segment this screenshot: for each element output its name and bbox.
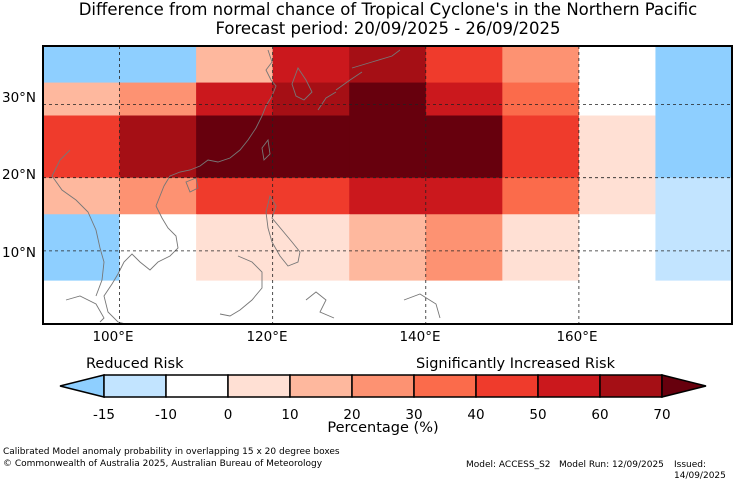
footer-issued: Issued: 14/09/2025 [674,460,726,481]
heatmap-cell [43,177,121,215]
lat-label-30n: 30°N [2,90,37,106]
lon-label-140e: 140°E [399,329,441,345]
heatmap-cell [655,82,733,116]
heatmap-cell [578,115,656,179]
increased-risk-label: Significantly Increased Risk [416,356,615,372]
heatmap-cell [349,214,427,281]
colorbar-bin [227,374,291,398]
heatmap-cell [502,177,580,215]
coastline-west [51,149,105,297]
hainan [185,177,199,193]
colorbar-bin [289,374,353,398]
colorbar [59,374,707,398]
heatmap-cell [272,46,350,84]
heatmap-cell [349,82,427,116]
lon-label-160e: 160°E [556,329,598,345]
heatmap-cell [502,115,580,179]
heatmap-cell [196,214,274,281]
colorbar-bin [537,374,601,398]
heatmap-cell [502,82,580,116]
lat-label-10n: 10°N [2,245,37,261]
new-guinea [403,293,441,319]
lon-label-120e: 120°E [246,329,288,345]
lon-label-100e: 100°E [92,329,134,345]
footer-model-run: Model Run: 12/09/2025 [559,460,664,470]
footer-copyright: © Commonwealth of Australia 2025, Austra… [3,459,323,469]
coastline-indochina [103,205,179,325]
heatmap-cell [655,46,733,84]
heatmap-cell [43,214,121,281]
heatmap-cell [272,177,350,215]
heatmap-map [42,45,733,325]
heatmap-cell [655,214,733,281]
heatmap-cell [578,177,656,215]
heatmap-cell [272,82,350,116]
heatmap-cell [272,214,350,281]
map-title: Difference from normal chance of Tropica… [78,0,698,19]
footer-description: Calibrated Model anomaly probability in … [3,447,340,457]
heatmap-cell [502,46,580,84]
japan [317,49,401,111]
colorbar-unit-label: Percentage (%) [327,420,439,436]
colorbar-tick: -10 [154,407,178,423]
heatmap-cell [425,177,503,215]
colorbar-bin [475,374,539,398]
colorbar-tick: 20 [343,407,361,423]
colorbar-bin [351,374,415,398]
forecast-period: Forecast period: 20/09/2025 - 26/09/2025 [215,19,561,38]
heatmap-cell [43,82,121,116]
heatmap-cell [578,46,656,84]
heatmap-cell [119,177,197,215]
colorbar-tick: 60 [591,407,609,423]
philippines [265,194,301,267]
borneo [219,255,263,317]
heatmap-cell [425,214,503,281]
heatmap-cell [578,214,656,281]
heatmap-cell [655,177,733,215]
heatmap-cell [43,46,121,84]
colorbar-tick: 0 [223,407,233,423]
colorbar-bin [413,374,477,398]
heatmap-cell [272,115,350,179]
coastline-sumatra [65,295,105,323]
heatmap-cell [119,214,197,281]
heatmap-cell [425,46,503,84]
colorbar-tick: -15 [92,407,116,423]
heatmap-cell [119,46,197,84]
footer-model: Model: ACCESS_S2 [466,460,551,470]
colorbar-extend-low [59,374,105,398]
heatmap-cell [578,82,656,116]
heatmap-cell [425,82,503,116]
heatmap-cell [349,177,427,215]
map-frame [42,45,733,325]
heatmap-cell [349,115,427,179]
korea [291,67,313,101]
heatmap-cell [196,115,274,179]
heatmap-cell [119,115,197,179]
colorbar-tick: 10 [281,407,299,423]
heatmap-cell [425,115,503,179]
taiwan [261,138,271,161]
colorbar-bin [165,374,229,398]
colorbar-tick: 30 [405,407,423,423]
colorbar-extend-high [661,374,707,398]
reduced-risk-label: Reduced Risk [86,356,184,372]
lat-label-20n: 20°N [2,167,37,183]
colorbar-tick: 40 [467,407,485,423]
colorbar-tick: 70 [653,407,671,423]
colorbar-bin [599,374,663,398]
sulawesi [305,291,335,319]
heatmap-cell [502,214,580,281]
heatmap-cell [196,177,274,215]
heatmap-cell [196,82,274,116]
colorbar-bin [103,374,167,398]
heatmap-cell [119,82,197,116]
heatmap-cell [196,46,274,84]
colorbar-tick: 50 [529,407,547,423]
heatmap-cell [655,115,733,179]
